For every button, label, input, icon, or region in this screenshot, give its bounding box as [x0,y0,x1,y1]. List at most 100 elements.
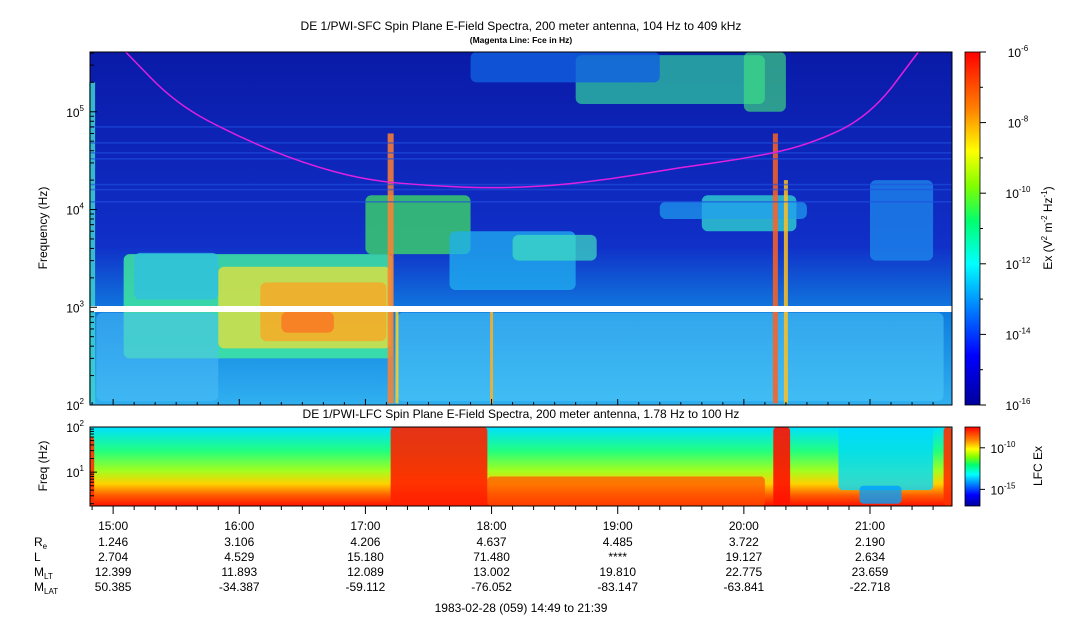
sfc-cbar-tick-label: 10-6 [1008,44,1029,60]
sfc-ytick-label: 103 [66,299,84,315]
sfc-colorbar: 10-6 10-8 10-10 10-12 10-14 10-16 Ex (V2 m-2 … [964,44,1055,413]
ephemeris-value: 2.190 [855,535,885,549]
sfc-emission-region [470,52,660,83]
sfc-ytick-label: 102 [66,397,84,413]
ephemeris-value: 4.206 [350,535,380,549]
lfc-emission-region [838,427,934,491]
ephemeris-value: 12.399 [95,565,132,579]
ephemeris-value: 19.127 [726,550,763,564]
time-axis: 15:00 16:00 17:00 18:00 19:00 20:00 21:00 [91,399,934,533]
ephemeris-value: 4.529 [224,550,254,564]
ephemeris-row-label: Re [34,535,48,551]
time-tick-label: 18:00 [477,519,507,533]
ephemeris-value: -83.147 [597,580,638,594]
lfc-emission-region [90,437,95,506]
lfc-colorbar: 10-10 10-15 LFC Ex [964,426,1045,507]
ephemeris-value: 3.722 [729,535,759,549]
ephemeris-value: 19.810 [599,565,636,579]
ephemeris-value: -22.718 [850,580,891,594]
sfc-burst [89,82,96,404]
lfc-ytick-label: 101 [66,464,84,480]
time-tick-label: 16:00 [224,519,254,533]
sfc-interference-line [90,188,952,191]
sfc-emission-region [870,180,934,261]
sfc-cbar-tick-label: 10-16 [1006,397,1031,413]
sfc-ytick-label: 105 [66,104,84,120]
chart-title: DE 1/PWI-SFC Spin Plane E-Field Spectra,… [301,19,742,33]
sfc-cbar-tick-label: 10-14 [1006,326,1031,342]
sfc-interference-line [90,152,952,154]
ephemeris-value: 13.002 [473,565,510,579]
ephemeris-row-label: MLAT [34,580,58,596]
sfc-burst [395,307,399,404]
ephemeris-value: 71.480 [473,550,510,564]
time-tick-label: 20:00 [729,519,759,533]
sfc-cbar-tick-label: 10-8 [1008,115,1029,131]
sfc-emission-region [512,234,597,261]
ephemeris-value: **** [608,550,627,564]
sfc-interference-line [90,200,952,203]
ephemeris-value: -34.387 [219,580,260,594]
lfc-emission-region [773,427,791,506]
ephemeris-row-label: L [34,550,41,564]
time-tick-label: 21:00 [855,519,885,533]
lfc-emission-region [487,476,765,506]
sfc-ylabel: Frequency (Hz) [36,187,50,270]
sfc-colorbar-label: Ex (V2 m-2 Hz-1) [1040,186,1055,269]
lfc-emission-region [859,485,902,504]
ephemeris-value: -59.112 [346,580,386,594]
sfc-ytick-label: 104 [66,202,84,218]
ephemeris-value: 50.385 [95,580,132,594]
sfc-interference-line [90,142,952,144]
ephemeris-value: 4.485 [603,535,633,549]
ephemeris-value: 2.634 [855,550,885,564]
time-tick-label: 15:00 [98,519,128,533]
date-label: 1983-02-28 (059) 14:49 to 21:39 [435,601,608,615]
sfc-emission-region [96,312,219,401]
sfc-emission-region [396,312,944,401]
sfc-frame [89,51,953,406]
lfc-emission-region [943,427,952,506]
sfc-burst [387,133,394,404]
time-tick-label: 19:00 [603,519,633,533]
sfc-y-axis: 102 103 104 105 [66,52,97,413]
sfc-data-gap [90,306,952,312]
ephemeris-value: -76.052 [471,580,512,594]
sfc-emission-region [743,52,786,112]
sfc-colorbar-ticks: 10-6 10-8 10-10 10-12 10-14 10-16 [980,44,1031,413]
sfc-emission-region [659,201,807,219]
sfc-burst [490,311,494,404]
ephemeris-value: 2.704 [98,550,128,564]
lfc-features [90,427,952,506]
ephemeris-value: 12.089 [347,565,384,579]
sfc-burst [783,180,788,404]
fce-line [125,51,919,189]
sfc-interference-line [90,126,952,128]
sfc-interference-line [90,158,952,160]
chart-subtitle: (Magenta Line: Fce in Hz) [470,35,573,45]
lfc-cbar-tick-label: 10-15 [991,481,1016,497]
ephemeris-row-label: MLT [34,565,53,581]
lfc-y-axis: 101 102 [66,419,97,505]
sfc-emission-region [281,311,334,333]
ephemeris-value: 11.893 [221,565,257,579]
sfc-interference-line [90,183,952,186]
sfc-colorbar-scale [964,51,981,406]
lfc-spectrogram: 101 102 Freq (Hz) [36,419,953,507]
sfc-cbar-tick-label: 10-12 [1006,256,1031,272]
lfc-emission-region [390,427,488,506]
lfc-ytick-label: 102 [66,419,84,435]
sfc-emission-region [134,252,219,300]
lfc-colorbar-label: LFC Ex [1031,446,1045,486]
ephemeris-value: 3.106 [224,535,254,549]
time-tick-label: 17:00 [350,519,380,533]
lfc-frame [89,426,953,507]
lfc-title: DE 1/PWI-LFC Spin Plane E-Field Spectra,… [303,407,740,421]
sfc-features [89,52,952,404]
ephemeris-table: Re 1.246 3.106 4.206 4.637 4.485 3.722 2.190 L 2.… [34,535,891,596]
ephemeris-value: 4.637 [477,535,507,549]
sfc-spectrogram: 102 103 104 105 Frequency (Hz) [36,51,953,413]
lfc-colorbar-scale [964,426,981,507]
ephemeris-value: 1.246 [98,535,128,549]
